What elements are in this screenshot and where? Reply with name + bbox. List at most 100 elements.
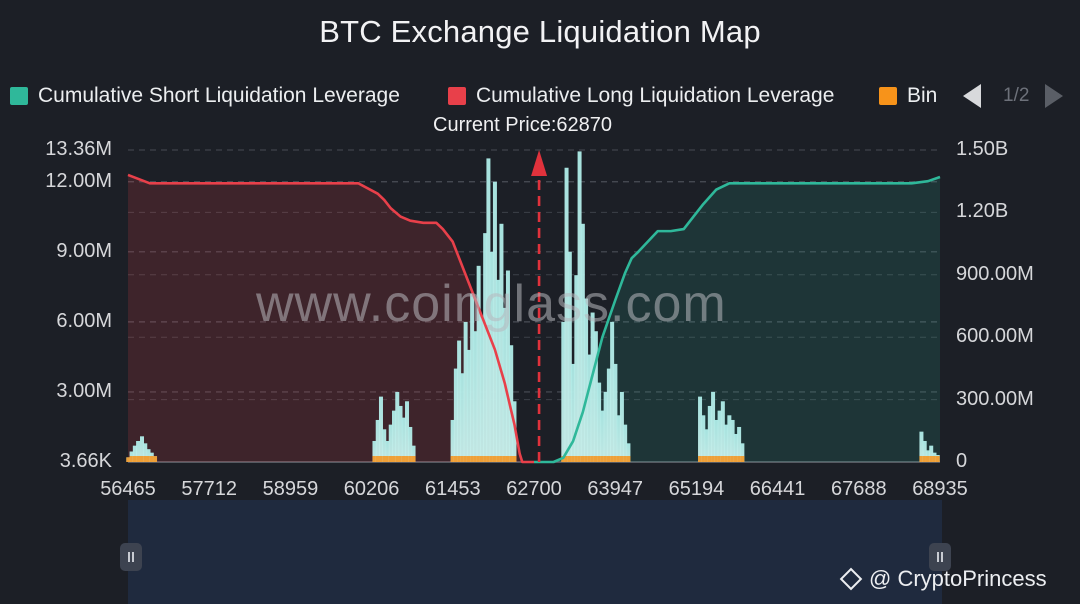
bin-bar bbox=[457, 340, 462, 462]
bin-bar bbox=[580, 223, 585, 462]
bin-bar-base bbox=[714, 456, 719, 462]
bin-bar-base bbox=[616, 456, 621, 462]
range-slider[interactable] bbox=[128, 500, 942, 604]
grip-icon bbox=[937, 552, 943, 562]
bin-bar bbox=[733, 433, 738, 462]
bin-bar-base bbox=[733, 456, 738, 462]
bin-bar-base bbox=[574, 456, 579, 462]
bin-bar bbox=[610, 321, 615, 462]
bin-bar-base bbox=[919, 456, 924, 462]
bin-bar bbox=[385, 440, 390, 462]
bin-bar-base bbox=[408, 456, 413, 462]
bin-bar-base bbox=[502, 456, 507, 462]
bin-bar-base bbox=[392, 456, 396, 462]
bin-bar-base bbox=[153, 456, 158, 462]
bin-bar bbox=[382, 429, 387, 462]
bin-bar-base bbox=[483, 456, 488, 462]
bin-bar bbox=[929, 445, 934, 462]
bin-bar-base bbox=[489, 456, 494, 462]
bin-bar-base bbox=[496, 456, 501, 462]
bin-bar-base bbox=[401, 456, 406, 462]
bin-bar-base bbox=[610, 456, 615, 462]
bin-bar-base bbox=[509, 456, 514, 462]
bin-bar bbox=[460, 373, 465, 462]
bin-bar-base bbox=[505, 456, 510, 462]
bin-bar bbox=[919, 431, 924, 462]
bin-bars bbox=[126, 151, 940, 463]
bin-bar bbox=[136, 440, 141, 462]
legend-item-long[interactable]: Cumulative Long Liquidation Leverage bbox=[448, 84, 834, 108]
bin-bar-base bbox=[463, 456, 468, 462]
bin-bar-base bbox=[405, 456, 410, 462]
bin-bar-base bbox=[619, 456, 624, 462]
legend-swatch-short bbox=[10, 87, 28, 105]
bin-bar-base bbox=[707, 456, 712, 462]
legend-item-bin[interactable]: Bin bbox=[879, 84, 937, 108]
bin-bar bbox=[737, 426, 742, 462]
bin-bar-base bbox=[129, 456, 134, 462]
bin-bar bbox=[395, 391, 400, 462]
bin-bar-base bbox=[470, 456, 475, 462]
bin-bar bbox=[730, 419, 735, 462]
bin-bar bbox=[613, 363, 618, 462]
bin-bar-base bbox=[580, 456, 585, 462]
legend-next-icon[interactable] bbox=[1045, 84, 1064, 108]
x-tick-label: 65194 bbox=[668, 478, 725, 500]
binance-diamond-icon bbox=[839, 567, 863, 591]
legend-item-short[interactable]: Cumulative Short Liquidation Leverage bbox=[10, 84, 400, 108]
bin-bar-base bbox=[724, 456, 729, 462]
bin-bar-base bbox=[737, 456, 742, 462]
bin-bar bbox=[392, 410, 396, 462]
bin-bar-base bbox=[577, 456, 582, 462]
x-tick-label: 66441 bbox=[749, 478, 806, 500]
bin-bar-base bbox=[701, 456, 706, 462]
bin-bar-base bbox=[375, 456, 380, 462]
short-area-fill bbox=[534, 177, 940, 463]
bin-bar bbox=[561, 321, 566, 462]
short-liquidation-line bbox=[534, 175, 941, 464]
bin-bar-base bbox=[457, 456, 462, 462]
bin-bar-base bbox=[698, 456, 703, 462]
bin-bar bbox=[140, 436, 144, 462]
y-right-tick-label: 1.20B bbox=[956, 200, 1009, 223]
bin-bar-base bbox=[626, 456, 631, 462]
bin-bar bbox=[509, 345, 514, 462]
bin-bar-base bbox=[623, 456, 628, 462]
bin-bar bbox=[411, 445, 416, 462]
bin-bar bbox=[453, 368, 458, 462]
bin-bar bbox=[463, 321, 468, 462]
x-tick-label: 61453 bbox=[424, 478, 481, 500]
legend-page-indicator: 1/2 bbox=[1003, 85, 1030, 106]
bin-bar bbox=[567, 251, 572, 462]
legend-label-long: Cumulative Long Liquidation Leverage bbox=[476, 84, 835, 107]
legend-swatch-long bbox=[448, 87, 466, 105]
bin-bar-base bbox=[398, 456, 403, 462]
bin-bar bbox=[450, 419, 455, 462]
long-area-fill bbox=[128, 174, 534, 462]
y-right-tick-label: 1.50B bbox=[956, 138, 1009, 160]
bin-bar-base bbox=[571, 456, 576, 462]
brand-handle: @ CryptoPrincess bbox=[869, 566, 1047, 591]
y-left-tick-label: 6.00M bbox=[56, 309, 112, 332]
slider-handle-left[interactable] bbox=[120, 543, 142, 571]
bin-bar-base bbox=[935, 456, 940, 462]
legend-prev-icon[interactable] bbox=[963, 84, 981, 108]
bin-bar-base bbox=[584, 456, 589, 462]
slider-handle-right[interactable] bbox=[929, 543, 951, 571]
x-tick-label: 57712 bbox=[181, 478, 237, 500]
bin-bar bbox=[492, 181, 497, 462]
bin-bar-base bbox=[613, 456, 618, 462]
bin-bar bbox=[724, 424, 729, 462]
bin-bar-base bbox=[372, 456, 377, 462]
legend-label-short: Cumulative Short Liquidation Leverage bbox=[38, 84, 400, 107]
bin-bar-base bbox=[132, 456, 137, 462]
bin-bar bbox=[600, 410, 605, 462]
bin-bar-base bbox=[411, 456, 416, 462]
bin-bar-base bbox=[597, 456, 602, 462]
bin-bar bbox=[405, 401, 410, 462]
liquidation-plot[interactable] bbox=[0, 0, 1080, 500]
bin-bar-base bbox=[149, 456, 154, 462]
bin-bar-base bbox=[587, 456, 592, 462]
bin-bar bbox=[378, 396, 383, 462]
bin-bar bbox=[466, 349, 471, 462]
